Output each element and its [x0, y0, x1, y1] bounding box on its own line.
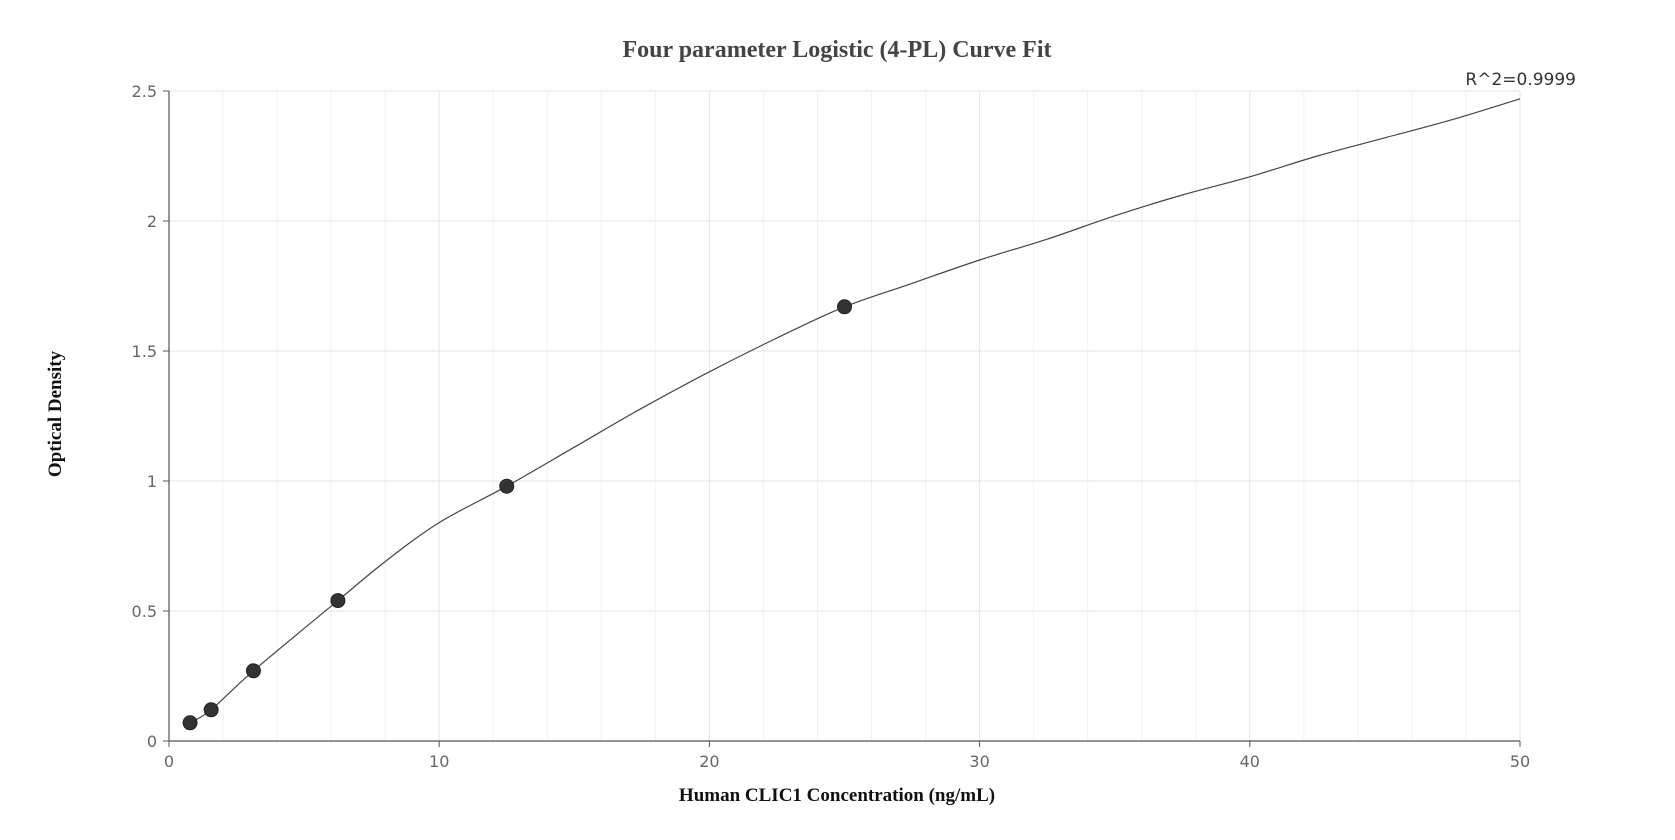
x-axis-ticks: 0 10 20 30 40 50	[164, 741, 1530, 771]
y-tick-label: 0	[147, 732, 157, 751]
data-point	[837, 299, 852, 315]
data-point	[203, 702, 219, 718]
x-axis-title: Human CLIC1 Concentration (ng/mL)	[679, 785, 995, 806]
major-gridlines	[169, 90, 1521, 741]
y-tick-label: 0.5	[132, 602, 157, 621]
data-point	[499, 478, 515, 494]
x-tick-label: 40	[1240, 752, 1260, 771]
x-tick-label: 20	[699, 752, 719, 771]
fit-curve-line	[189, 98, 1521, 724]
y-tick-label: 2.5	[132, 82, 157, 101]
y-axis-title: Optical Density	[45, 350, 66, 477]
chart-title: Four parameter Logistic (4-PL) Curve Fit	[622, 37, 1051, 63]
x-tick-label: 30	[969, 752, 989, 771]
minor-gridlines	[222, 91, 1467, 741]
r-squared-annotation: R^2=0.9999	[1465, 70, 1576, 90]
x-tick-label: 0	[164, 752, 174, 771]
y-tick-label: 2	[147, 212, 157, 231]
y-tick-label: 1.5	[132, 342, 157, 361]
x-tick-label: 10	[429, 752, 449, 771]
y-axis-ticks: 0 0.5 1 1.5 2 2.5	[132, 82, 169, 751]
axes	[168, 91, 1520, 742]
data-point	[245, 663, 261, 679]
data-point	[330, 593, 346, 609]
fit-curve-layer	[189, 98, 1521, 724]
y-tick-label: 1	[147, 472, 157, 491]
data-point	[182, 715, 198, 731]
x-tick-label: 50	[1510, 752, 1530, 771]
data-points-layer	[182, 299, 852, 731]
